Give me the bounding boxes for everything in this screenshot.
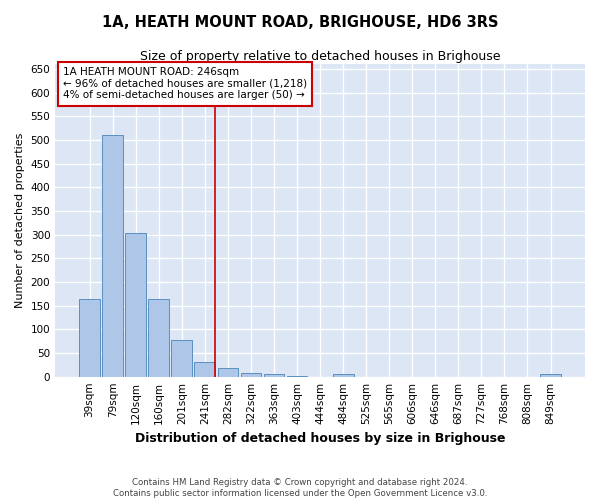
Bar	[333, 374, 353, 376]
Title: Size of property relative to detached houses in Brighouse: Size of property relative to detached ho…	[140, 50, 500, 63]
X-axis label: Distribution of detached houses by size in Brighouse: Distribution of detached houses by size …	[135, 432, 505, 445]
Text: 1A, HEATH MOUNT ROAD, BRIGHOUSE, HD6 3RS: 1A, HEATH MOUNT ROAD, BRIGHOUSE, HD6 3RS	[102, 15, 498, 30]
Bar	[218, 368, 238, 376]
Bar	[102, 135, 123, 376]
Bar	[194, 362, 215, 376]
Y-axis label: Number of detached properties: Number of detached properties	[15, 132, 25, 308]
Bar	[172, 340, 192, 376]
Bar	[263, 374, 284, 376]
Bar	[79, 298, 100, 376]
Bar	[125, 233, 146, 376]
Text: Contains HM Land Registry data © Crown copyright and database right 2024.
Contai: Contains HM Land Registry data © Crown c…	[113, 478, 487, 498]
Bar	[241, 373, 262, 376]
Bar	[540, 374, 561, 376]
Text: 1A HEATH MOUNT ROAD: 246sqm
← 96% of detached houses are smaller (1,218)
4% of s: 1A HEATH MOUNT ROAD: 246sqm ← 96% of det…	[63, 68, 307, 100]
Bar	[148, 298, 169, 376]
